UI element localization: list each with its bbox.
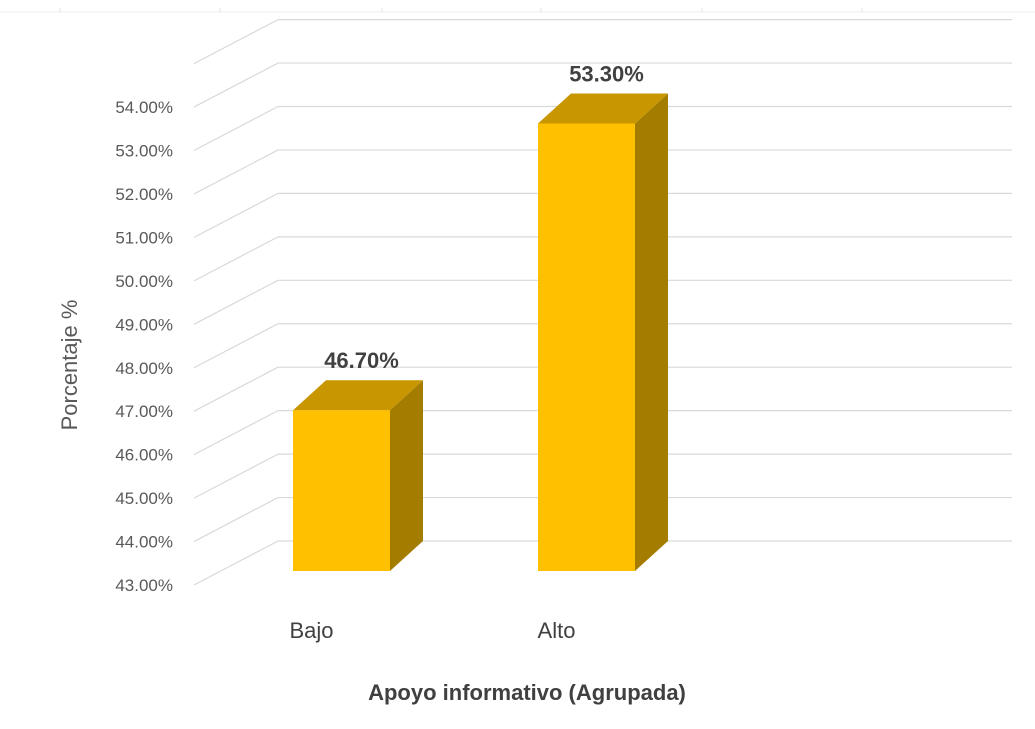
chart-top-border	[0, 8, 1035, 13]
y-tick-label: 50.00%	[115, 272, 173, 291]
y-tick-label: 47.00%	[115, 402, 173, 421]
gridline-depth	[193, 279, 279, 325]
gridline-depth	[193, 192, 279, 238]
data-labels: 46.70% 53.30%	[324, 61, 644, 373]
y-tick-label: 51.00%	[115, 228, 173, 247]
x-tick-label: Alto	[538, 618, 576, 643]
y-tick-label: 52.00%	[115, 185, 173, 204]
gridline-depth	[193, 323, 279, 369]
y-tick-label: 53.00%	[115, 142, 173, 161]
y-axis-title: Porcentaje %	[57, 300, 82, 431]
bar-front-face	[538, 123, 635, 571]
y-axis-ticks: 43.00% 44.00% 45.00% 46.00% 47.00% 48.00% 49.0…	[115, 98, 173, 595]
gridline-depth	[193, 105, 279, 152]
y-tick-label: 54.00%	[115, 98, 173, 117]
data-label: 46.70%	[324, 348, 399, 373]
y-tick-label: 45.00%	[115, 489, 173, 508]
bar-front-face	[293, 410, 390, 571]
gridline-depth	[193, 149, 279, 195]
bar-side-face	[635, 93, 668, 571]
gridline-depth	[193, 62, 279, 108]
x-axis-title: Apoyo informativo (Agrupada)	[368, 680, 686, 705]
gridline-depth	[193, 540, 279, 586]
y-tick-label: 49.00%	[115, 315, 173, 334]
y-tick-label: 43.00%	[115, 576, 173, 595]
gridline-depth	[193, 410, 279, 456]
gridline-depth	[193, 453, 279, 499]
bars	[293, 93, 668, 571]
bar-side-face	[390, 380, 423, 571]
gridline-depth	[193, 236, 279, 282]
x-tick-label: Bajo	[289, 618, 333, 643]
y-tick-label: 44.00%	[115, 533, 173, 552]
gridline-depth	[193, 19, 279, 65]
bar-bajo	[293, 380, 423, 571]
y-tick-label: 48.00%	[115, 359, 173, 378]
y-tick-label: 46.00%	[115, 446, 173, 465]
bar-top-face	[293, 380, 423, 411]
x-axis-categories: Bajo Alto	[289, 618, 575, 643]
gridline-depth	[193, 366, 279, 412]
bar-alto	[538, 93, 668, 571]
data-label: 53.30%	[569, 61, 644, 86]
gridline-depth	[193, 497, 279, 543]
bar-top-face	[538, 93, 668, 124]
